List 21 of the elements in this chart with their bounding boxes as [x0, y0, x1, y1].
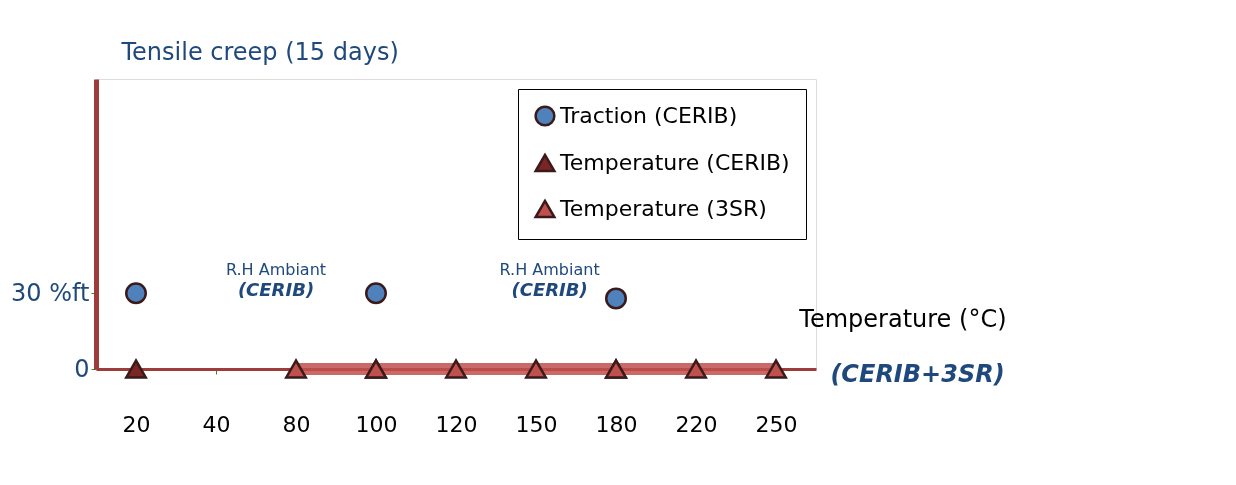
y-tick-label: 30 %ft	[11, 278, 90, 307]
annotation: (CERIB)	[237, 278, 315, 300]
x-tick-label: 100	[355, 411, 398, 437]
legend-label: Temperature (CERIB)	[559, 150, 790, 175]
x-tick-label: 20	[122, 411, 151, 437]
annotation: R.H Ambiant	[225, 260, 327, 280]
legend-label: Traction (CERIB)	[559, 103, 738, 128]
x-tick-label: 120	[435, 411, 478, 437]
x-tick-label: 80	[282, 411, 311, 437]
annotation: R.H Ambiant	[499, 260, 600, 280]
legend-label: Temperature (3SR)	[559, 196, 767, 221]
text: (CERIB+3SR)	[830, 359, 1005, 388]
annotation: (CERIB)	[511, 278, 588, 300]
y-tick-label: 0	[74, 354, 90, 383]
x-tick-label: 180	[595, 411, 638, 437]
x-axis-title: Temperature (°C)	[798, 304, 1007, 333]
x-tick-label: 220	[675, 411, 718, 437]
y-axis-title: Tensile creep (15 days)	[120, 37, 399, 66]
x-tick-label: 40	[202, 411, 231, 437]
x-tick-label: 150	[515, 411, 558, 437]
x-tick-label: 250	[755, 411, 798, 437]
